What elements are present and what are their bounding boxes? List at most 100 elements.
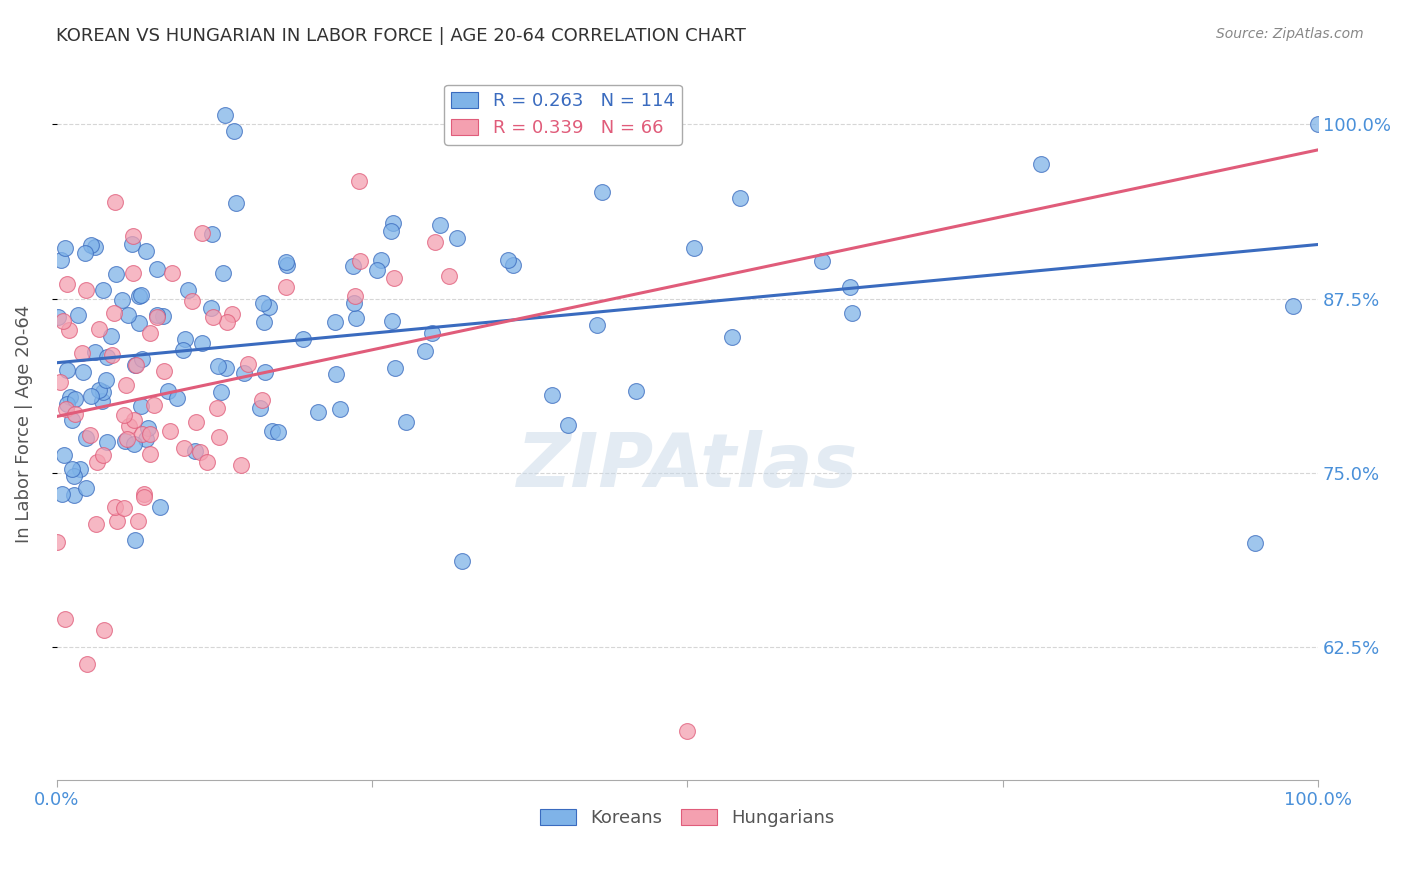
Point bbox=[75, 431, 97, 445]
Point bbox=[146, 262, 169, 277]
Point bbox=[134, 487, 156, 501]
Point bbox=[63, 488, 86, 502]
Point bbox=[811, 254, 834, 268]
Point bbox=[115, 377, 138, 392]
Point bbox=[124, 533, 146, 547]
Point bbox=[129, 288, 152, 302]
Point bbox=[60, 461, 83, 475]
Point bbox=[172, 343, 194, 357]
Point bbox=[232, 366, 254, 380]
Point bbox=[212, 266, 235, 280]
Text: KOREAN VS HUNGARIAN IN LABOR FORCE | AGE 20-64 CORRELATION CHART: KOREAN VS HUNGARIAN IN LABOR FORCE | AGE… bbox=[56, 27, 747, 45]
Point bbox=[214, 108, 236, 122]
Point bbox=[221, 307, 243, 321]
Point bbox=[276, 280, 298, 294]
Point bbox=[201, 227, 224, 241]
Point bbox=[429, 218, 451, 232]
Point bbox=[423, 235, 446, 249]
Point bbox=[96, 350, 118, 364]
Y-axis label: In Labor Force | Age 20-64: In Labor Force | Age 20-64 bbox=[15, 305, 32, 543]
Point bbox=[437, 268, 460, 283]
Text: Source: ZipAtlas.com: Source: ZipAtlas.com bbox=[1216, 27, 1364, 41]
Point bbox=[124, 358, 146, 372]
Point bbox=[104, 267, 127, 281]
Point bbox=[55, 402, 77, 417]
Point bbox=[52, 448, 75, 462]
Point bbox=[60, 413, 83, 427]
Point bbox=[190, 227, 212, 241]
Point bbox=[195, 455, 218, 469]
Point bbox=[208, 430, 231, 444]
Point bbox=[63, 392, 86, 407]
Point bbox=[384, 360, 406, 375]
Point bbox=[201, 310, 224, 324]
Point bbox=[527, 101, 550, 115]
Point bbox=[91, 384, 114, 399]
Point bbox=[184, 415, 207, 429]
Point bbox=[342, 259, 364, 273]
Point bbox=[209, 384, 232, 399]
Point bbox=[381, 215, 404, 229]
Point bbox=[382, 271, 405, 285]
Point bbox=[135, 433, 157, 447]
Point bbox=[121, 266, 143, 280]
Point bbox=[70, 346, 93, 360]
Point bbox=[349, 253, 371, 268]
Point bbox=[132, 490, 155, 504]
Point bbox=[84, 240, 107, 254]
Point bbox=[323, 315, 346, 329]
Point bbox=[180, 294, 202, 309]
Point bbox=[53, 241, 76, 255]
Point bbox=[112, 501, 135, 516]
Point bbox=[46, 310, 69, 325]
Point bbox=[146, 308, 169, 322]
Text: ZIPAtlas: ZIPAtlas bbox=[517, 430, 858, 503]
Point bbox=[96, 434, 118, 449]
Point bbox=[214, 361, 236, 376]
Legend: Koreans, Hungarians: Koreans, Hungarians bbox=[533, 802, 842, 835]
Point bbox=[231, 458, 253, 472]
Point bbox=[329, 402, 352, 417]
Point bbox=[59, 390, 82, 404]
Point bbox=[395, 415, 418, 429]
Point bbox=[58, 323, 80, 337]
Point bbox=[112, 408, 135, 422]
Point bbox=[682, 241, 704, 255]
Point bbox=[451, 554, 474, 568]
Point bbox=[380, 223, 402, 237]
Point bbox=[128, 288, 150, 302]
Point bbox=[104, 500, 127, 515]
Point bbox=[84, 345, 107, 359]
Point bbox=[80, 238, 103, 252]
Point bbox=[838, 280, 860, 294]
Point bbox=[139, 447, 162, 461]
Point bbox=[104, 195, 127, 210]
Point bbox=[100, 328, 122, 343]
Point bbox=[136, 420, 159, 434]
Point bbox=[252, 295, 274, 310]
Point bbox=[87, 383, 110, 397]
Point bbox=[366, 263, 388, 277]
Point bbox=[174, 332, 197, 346]
Point bbox=[381, 314, 404, 328]
Point bbox=[53, 611, 76, 625]
Point bbox=[344, 289, 367, 303]
Point bbox=[496, 252, 519, 267]
Point bbox=[91, 448, 114, 462]
Point bbox=[122, 413, 145, 427]
Point bbox=[200, 301, 222, 315]
Point bbox=[117, 308, 139, 322]
Point bbox=[177, 283, 200, 297]
Point bbox=[139, 326, 162, 341]
Point bbox=[76, 657, 98, 672]
Point bbox=[1029, 157, 1052, 171]
Point bbox=[217, 315, 239, 329]
Point bbox=[51, 487, 73, 501]
Point bbox=[446, 231, 468, 245]
Point bbox=[157, 384, 180, 398]
Point bbox=[502, 258, 524, 272]
Point bbox=[118, 419, 141, 434]
Point bbox=[143, 398, 166, 412]
Point bbox=[146, 310, 169, 325]
Point bbox=[307, 405, 329, 419]
